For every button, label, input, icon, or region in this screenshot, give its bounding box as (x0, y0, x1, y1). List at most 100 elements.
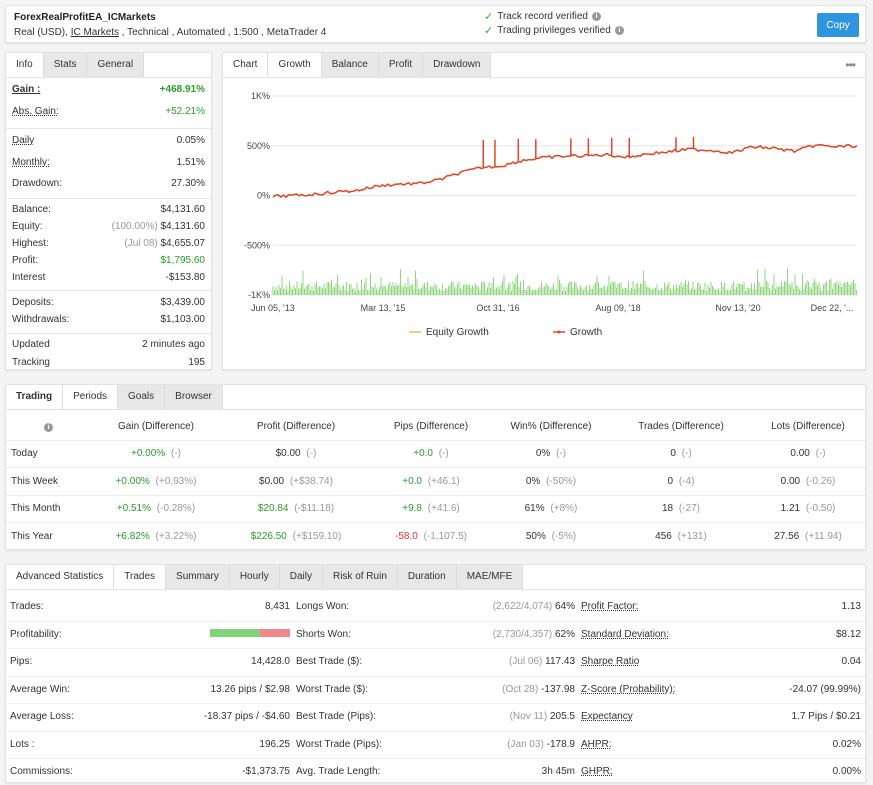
stat-value: 0.00% (832, 766, 861, 777)
x-tick-label: Dec 22, '... (811, 303, 854, 313)
chart-tabs: Chart Growth Balance Profit Drawdown (223, 53, 865, 78)
win-difference: (-) (553, 448, 567, 460)
tab-risk-of-ruin[interactable]: Risk of Ruin (322, 565, 398, 589)
stat-label: Worst Trade (Pips): (296, 738, 382, 750)
stat-value: 13.26 pips / $2.98 (210, 683, 290, 695)
legend-equity-growth[interactable]: Equity Growth (426, 327, 489, 338)
stat-value: 117.43 (545, 656, 575, 667)
tab-goals[interactable]: Goals (118, 385, 166, 409)
info-label[interactable]: Daily (12, 135, 35, 146)
profit-value: $0.00 (259, 475, 285, 487)
column-header-lots-difference: Lots (Difference) (771, 420, 845, 432)
stat-value-wrap: (2,730/4,357) 62% (493, 629, 575, 640)
stat-longs-won: Longs Won: (2,622/4,074) 64% (296, 593, 575, 620)
tab-drawdown[interactable]: Drawdown (423, 53, 492, 77)
info-icon[interactable]: i (44, 422, 53, 432)
tab-browser[interactable]: Browser (165, 385, 223, 409)
info-row-profit: Profit: $1,795.60 (12, 255, 205, 266)
tab-general[interactable]: General (87, 53, 145, 77)
stat-label[interactable]: Expectancy (581, 711, 633, 722)
info-value-wrap: (100.00%) $4,131.60 (112, 221, 205, 232)
stat-label[interactable]: Standard Deviation: (581, 628, 669, 640)
stat-label[interactable]: AHPR: (581, 738, 612, 750)
info-row-interest: Interest -$153.80 (12, 272, 205, 283)
tab-growth[interactable]: Growth (268, 53, 322, 77)
stat-label[interactable]: GHPR: (581, 766, 613, 777)
tab-stats[interactable]: Stats (43, 53, 88, 77)
lots-value: 27.56 (774, 531, 800, 542)
y-tick-label: 0% (257, 191, 270, 201)
tab-periods[interactable]: Periods (63, 385, 119, 409)
stat-value-wrap: 0.02% (833, 739, 861, 750)
broker-link[interactable]: IC Markets (70, 27, 120, 38)
info-label[interactable]: Gain : (12, 84, 41, 95)
cell-profit: $0.00 (+$38.74) (221, 467, 371, 495)
cell-win: 61% (+8%) (491, 494, 611, 523)
tab-mae-mfe[interactable]: MAE/MFE (456, 565, 524, 589)
gain-value: +6.82% (115, 531, 150, 542)
pips-value: +0.0 (413, 448, 433, 460)
info-value: +52.21% (165, 106, 205, 117)
info-icon[interactable]: i (614, 26, 624, 35)
info-row-monthly: Monthly: 1.51% (12, 157, 205, 168)
tab-chart[interactable]: Chart (223, 53, 269, 77)
system-title[interactable]: ForexRealProfitEA_ICMarkets (14, 12, 156, 23)
column-header-win-difference: Win% (Difference) (510, 420, 592, 432)
info-value-wrap: (Jul 08) $4,655.07 (124, 238, 205, 249)
info-value: 195 (188, 357, 205, 368)
tab-duration[interactable]: Duration (397, 565, 457, 589)
growth-chart: 1K% 500% 0% -500% -1K% Jun 05, '13 Mar 13, '15… (244, 91, 858, 338)
system-header: ForexRealProfitEA_ICMarkets Real (USD), … (5, 5, 866, 43)
profitability-loss-fill (260, 628, 290, 637)
cell-profit: $0.00 (-) (221, 439, 371, 468)
pips-value: +9.8 (402, 503, 422, 515)
stat-note: (Nov 11) (509, 711, 550, 722)
tab-trading[interactable]: Trading (6, 385, 64, 409)
profit-difference: (-$11.18) (291, 503, 335, 515)
tab-advanced-statistics[interactable]: Advanced Statistics (6, 565, 115, 589)
divider (6, 128, 211, 129)
trades-value: 18 (661, 503, 674, 515)
more-options-icon[interactable]: ••• (845, 58, 856, 72)
tab-trades[interactable]: Trades (114, 565, 167, 589)
info-label: Equity: (12, 221, 43, 232)
stat-value: $8.12 (835, 628, 861, 640)
stat-value: 0.02% (832, 738, 861, 750)
stat-standard-deviation: Standard Deviation: $8.12 (581, 621, 861, 648)
tab-info[interactable]: Info (6, 53, 44, 77)
stat-label[interactable]: Sharpe Ratio (581, 656, 640, 667)
tab-profit[interactable]: Profit (378, 53, 424, 77)
profit-difference: (-) (303, 448, 317, 460)
legend-growth[interactable]: Growth (570, 327, 602, 338)
chart-panel: Chart Growth Balance Profit Drawdown •••… (222, 52, 866, 370)
stat-value-wrap: (2,622/4,074) 64% (493, 601, 575, 612)
tab-summary[interactable]: Summary (166, 565, 230, 589)
stat-value-wrap: (Jan 03) -178.9 (507, 739, 575, 750)
info-value: +468.91% (159, 84, 205, 95)
info-label[interactable]: Abs. Gain: (12, 106, 59, 117)
tab-hourly[interactable]: Hourly (229, 565, 280, 589)
divider (6, 730, 865, 732)
lots-difference: (-0.50) (803, 503, 836, 515)
period-label: Today (6, 439, 91, 468)
info-label[interactable]: Monthly: (12, 157, 50, 168)
profit-value: $0.00 (275, 448, 301, 460)
info-icon[interactable]: i (592, 12, 601, 21)
x-tick-label: Mar 13, '15 (361, 303, 406, 313)
info-label: Updated (12, 339, 50, 350)
info-row-highest: Highest: (Jul 08) $4,655.07 (12, 238, 205, 249)
tab-balance[interactable]: Balance (321, 53, 379, 77)
stat-label: Profitability: (10, 628, 62, 640)
stat-label[interactable]: Profit Factor: (581, 601, 639, 612)
stat-label: Worst Trade ($): (296, 683, 369, 695)
x-tick-label: Aug 09, '18 (595, 303, 640, 313)
profit-difference: (+$159.10) (289, 531, 342, 542)
column-header-gain-difference: Gain (Difference) (118, 420, 194, 432)
lots-value: 0.00 (790, 448, 810, 460)
stat-label[interactable]: Z-Score (Probability): (581, 683, 676, 695)
copy-button[interactable]: Copy (817, 13, 859, 37)
info-row-daily: Daily 0.05% (12, 135, 205, 146)
tab-daily[interactable]: Daily (279, 565, 323, 589)
equity-growth-line (272, 144, 858, 198)
stat-value-wrap: -$1,373.75 (242, 766, 290, 777)
